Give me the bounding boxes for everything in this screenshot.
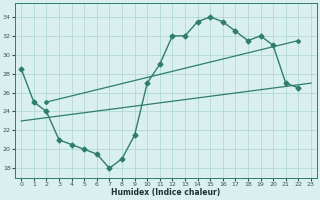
- X-axis label: Humidex (Indice chaleur): Humidex (Indice chaleur): [111, 188, 221, 197]
